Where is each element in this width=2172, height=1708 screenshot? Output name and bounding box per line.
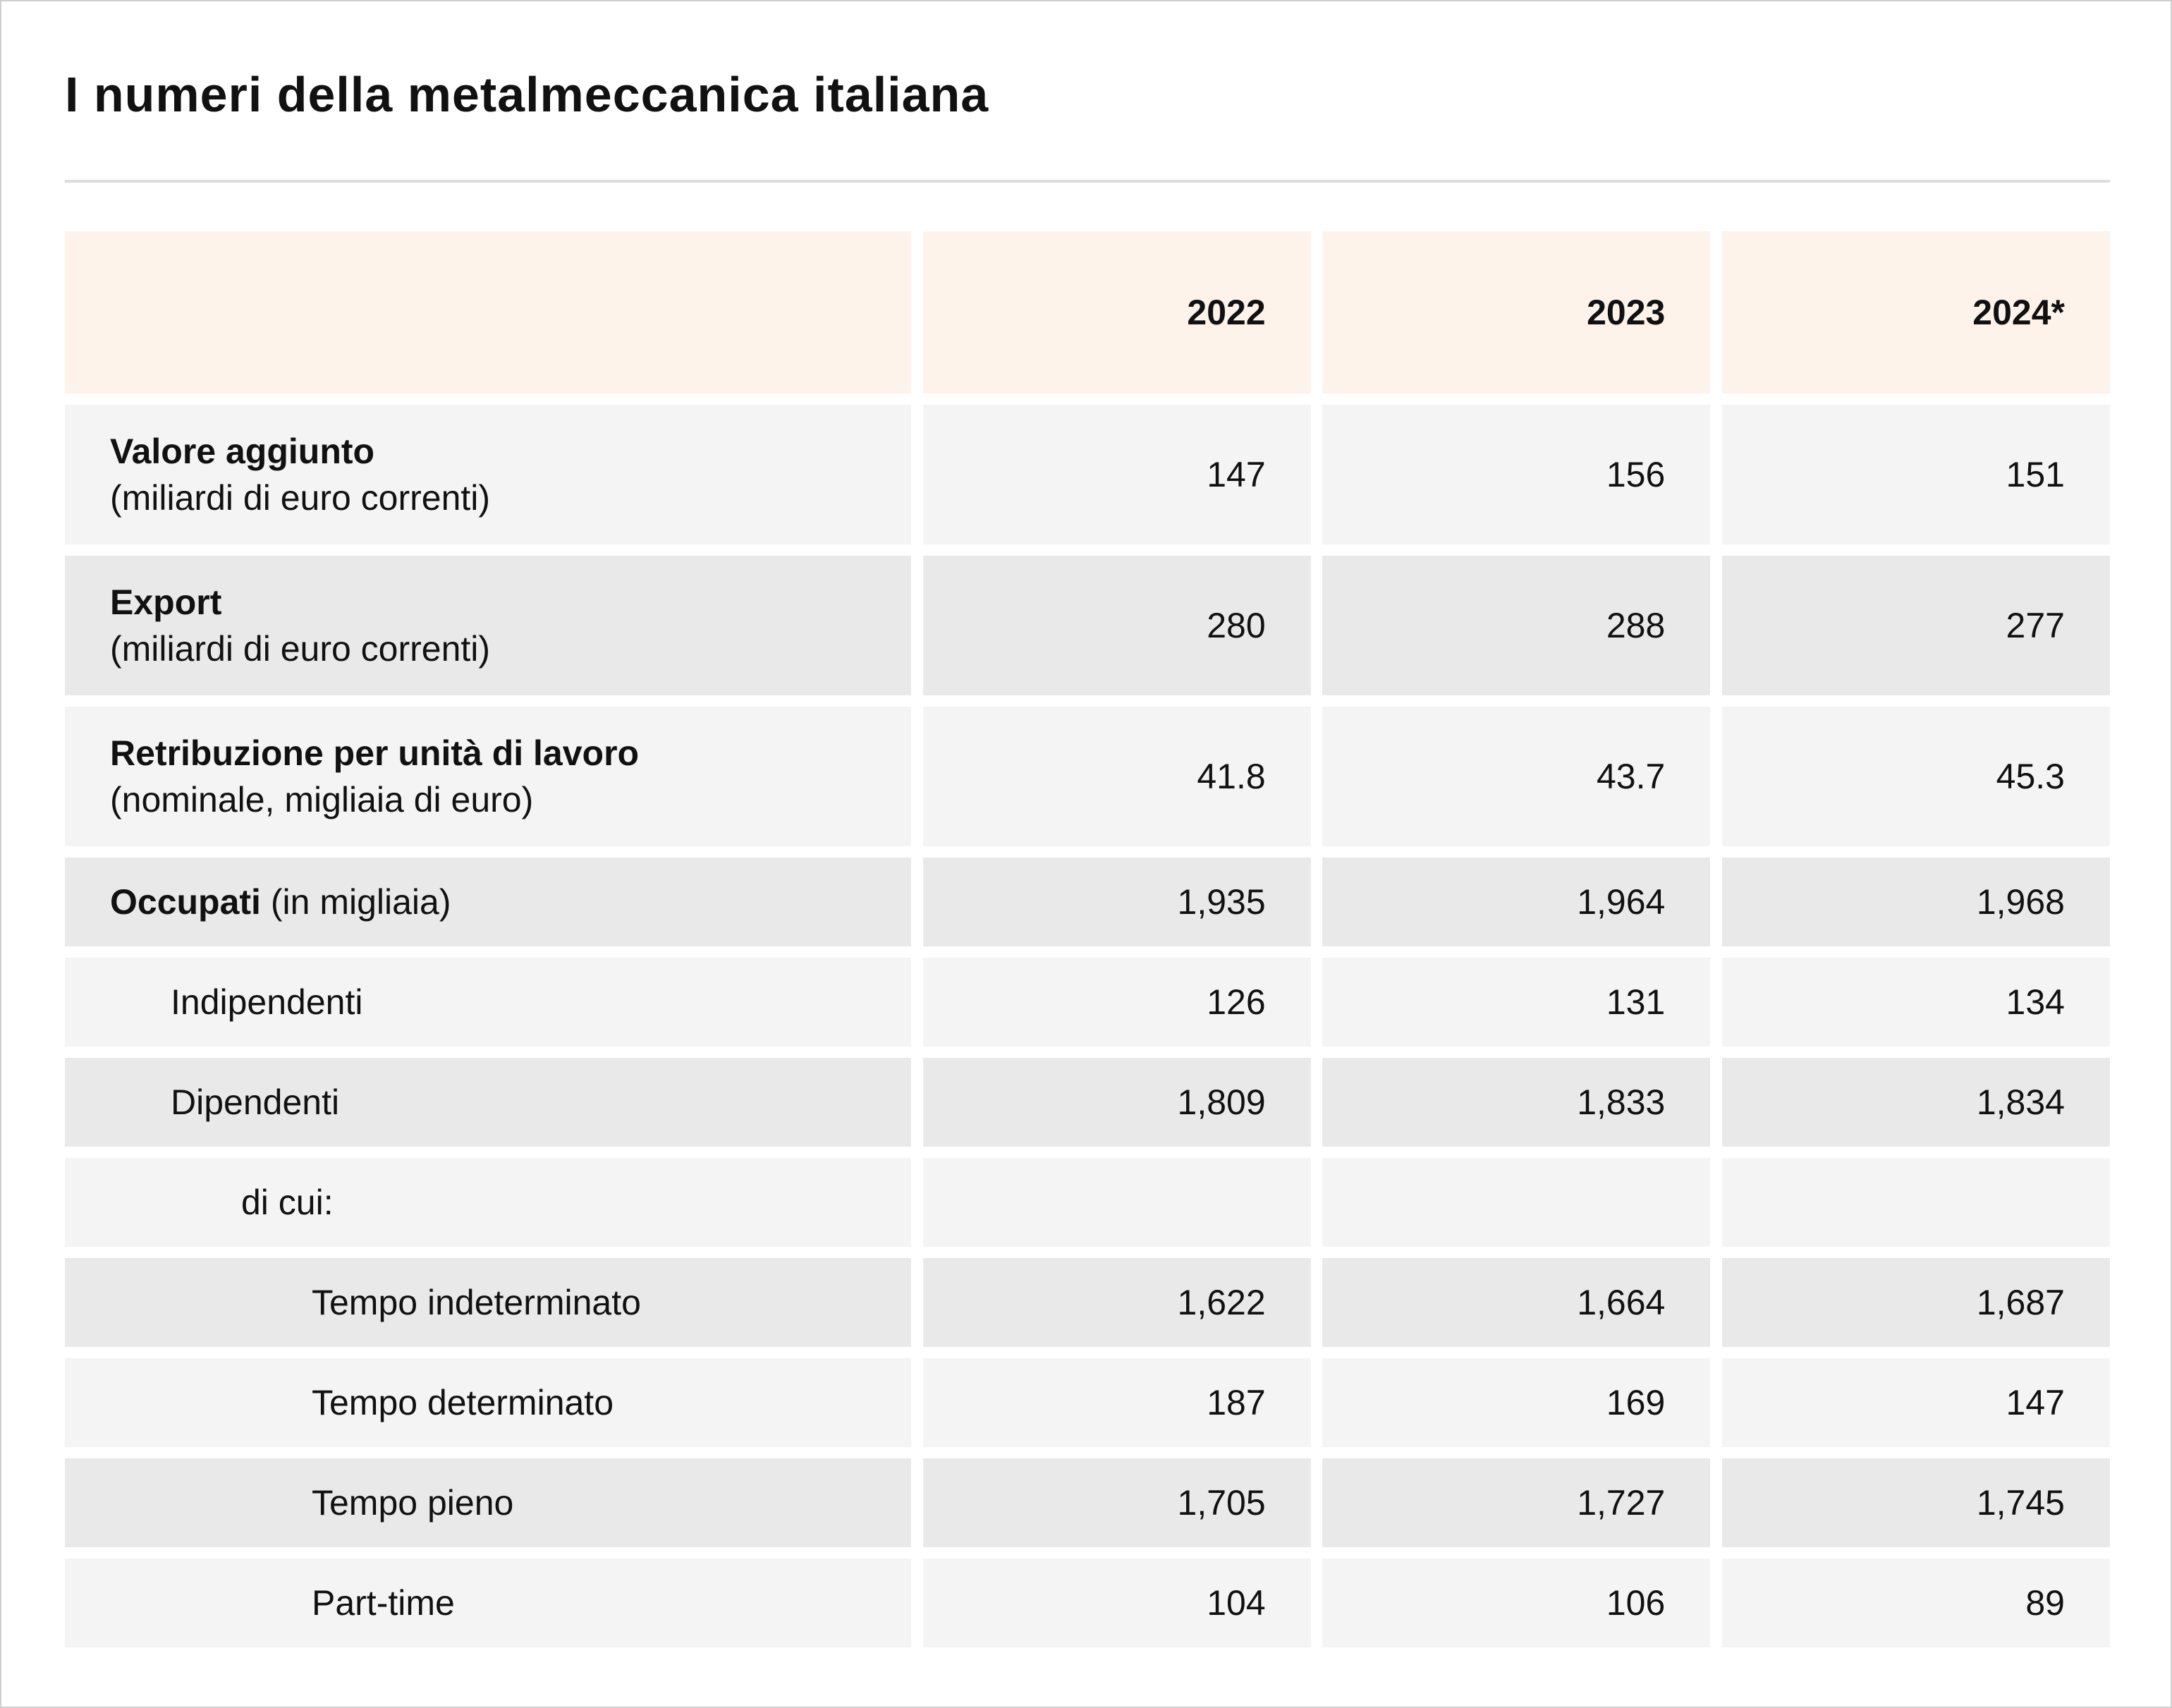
table-cell: 1,968 bbox=[1721, 858, 2110, 946]
row-label-unit: (nominale, migliaia di euro) bbox=[110, 780, 534, 819]
table-cell: 187 bbox=[922, 1358, 1311, 1447]
data-table: 2022 2023 2024* Valore aggiunto (miliard… bbox=[65, 231, 2110, 1659]
page-title: I numeri della metalmeccanica italiana bbox=[65, 67, 989, 122]
table-cell: 104 bbox=[922, 1558, 1311, 1647]
table-cell: 1,705 bbox=[922, 1458, 1311, 1547]
table-row: Tempo indeterminato 1,622 1,664 1,687 bbox=[65, 1258, 2110, 1347]
row-label-main: Occupati bbox=[110, 882, 261, 922]
table-cell: 126 bbox=[922, 958, 1311, 1047]
table-cell bbox=[1721, 1158, 2110, 1247]
row-label: Export (miliardi di euro correnti) bbox=[65, 556, 911, 695]
table-row: Tempo determinato 187 169 147 bbox=[65, 1358, 2110, 1447]
row-label-unit: (in migliaia) bbox=[270, 882, 451, 922]
table-cell bbox=[1322, 1158, 1711, 1247]
table-cell: 156 bbox=[1322, 405, 1711, 544]
table-cell: 1,664 bbox=[1322, 1258, 1711, 1347]
table-cell: 45.3 bbox=[1721, 707, 2110, 846]
row-label: Tempo indeterminato bbox=[65, 1258, 911, 1347]
table-cell: 106 bbox=[1322, 1558, 1711, 1647]
table-cell: 1,964 bbox=[1322, 858, 1711, 946]
table-cell: 1,833 bbox=[1322, 1058, 1711, 1147]
table-row: Tempo pieno 1,705 1,727 1,745 bbox=[65, 1458, 2110, 1547]
table-row: Export (miliardi di euro correnti) 280 2… bbox=[65, 556, 2110, 695]
table-cell: 169 bbox=[1322, 1358, 1711, 1447]
row-label: Tempo pieno bbox=[65, 1458, 911, 1547]
table-cell: 147 bbox=[1721, 1358, 2110, 1447]
table-cell: 89 bbox=[1721, 1558, 2110, 1647]
table-cell: 1,687 bbox=[1721, 1258, 2110, 1347]
table-cell: 1,834 bbox=[1721, 1058, 2110, 1147]
table-row: Occupati (in migliaia) 1,935 1,964 1,968 bbox=[65, 858, 2110, 946]
table-cell: 280 bbox=[922, 556, 1311, 695]
column-header: 2024* bbox=[1721, 231, 2110, 394]
row-label-unit: (miliardi di euro correnti) bbox=[110, 629, 491, 669]
row-label: di cui: bbox=[65, 1158, 911, 1247]
row-label-unit: (miliardi di euro correnti) bbox=[110, 478, 491, 518]
table-cell: 1,809 bbox=[922, 1058, 1311, 1147]
row-label: Valore aggiunto (miliardi di euro corren… bbox=[65, 405, 911, 544]
row-label: Occupati (in migliaia) bbox=[65, 858, 911, 946]
table-row: di cui: bbox=[65, 1158, 2110, 1247]
row-label: Part-time bbox=[65, 1558, 911, 1647]
table-cell: 134 bbox=[1721, 958, 2110, 1047]
row-label: Tempo determinato bbox=[65, 1358, 911, 1447]
row-label: Dipendenti bbox=[65, 1058, 911, 1147]
table-row: Dipendenti 1,809 1,833 1,834 bbox=[65, 1058, 2110, 1147]
row-label-main: Export bbox=[110, 582, 222, 622]
column-header: 2023 bbox=[1322, 231, 1711, 394]
table-cell bbox=[922, 1158, 1311, 1247]
table-header-row: 2022 2023 2024* bbox=[65, 231, 2110, 394]
table-row: Retribuzione per unità di lavoro (nomina… bbox=[65, 707, 2110, 846]
table-cell: 43.7 bbox=[1322, 707, 1711, 846]
table-cell: 1,622 bbox=[922, 1258, 1311, 1347]
table-cell: 288 bbox=[1322, 556, 1711, 695]
row-label-main: Retribuzione per unità di lavoro bbox=[110, 733, 640, 773]
table-cell: 277 bbox=[1721, 556, 2110, 695]
table-cell: 41.8 bbox=[922, 707, 1311, 846]
table-row: Indipendenti 126 131 134 bbox=[65, 958, 2110, 1047]
table-cell: 1,727 bbox=[1322, 1458, 1711, 1547]
row-label: Indipendenti bbox=[65, 958, 911, 1047]
table-row: Part-time 104 106 89 bbox=[65, 1558, 2110, 1647]
table-cell: 151 bbox=[1721, 405, 2110, 544]
column-header: 2022 bbox=[922, 231, 1311, 394]
table-cell: 131 bbox=[1322, 958, 1711, 1047]
row-label: Retribuzione per unità di lavoro (nomina… bbox=[65, 707, 911, 846]
table-cell: 1,935 bbox=[922, 858, 1311, 946]
table-cell: 147 bbox=[922, 405, 1311, 544]
title-divider bbox=[65, 180, 2110, 183]
header-empty-cell bbox=[65, 231, 911, 394]
row-label-main: Valore aggiunto bbox=[110, 432, 375, 471]
table-cell: 1,745 bbox=[1721, 1458, 2110, 1547]
table-row: Valore aggiunto (miliardi di euro corren… bbox=[65, 405, 2110, 544]
